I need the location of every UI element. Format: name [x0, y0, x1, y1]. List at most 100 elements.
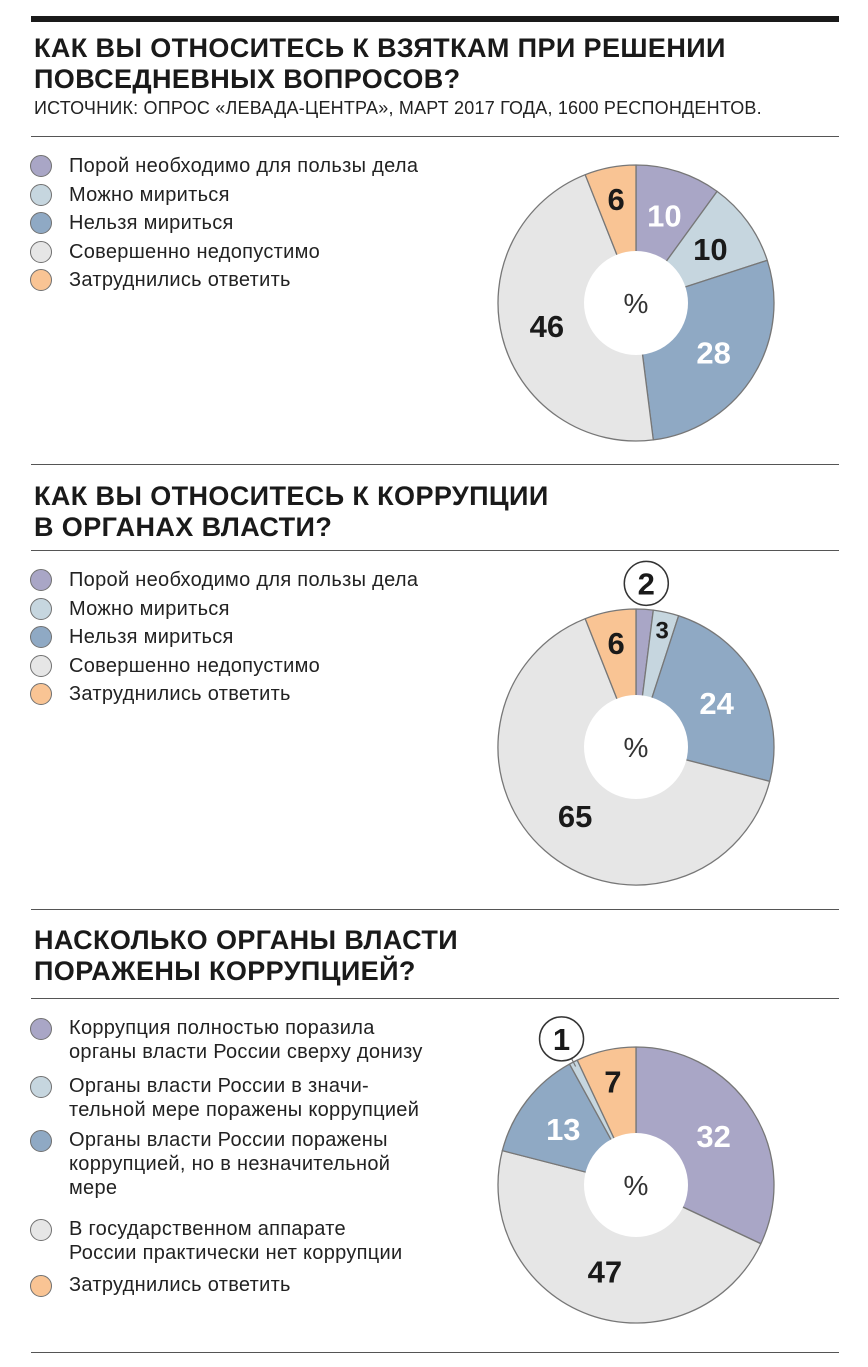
legend-swatch [30, 1275, 52, 1297]
legend-q1: Порой необходимо для пользы дела Можно м… [30, 152, 480, 295]
callout-circle [623, 560, 670, 607]
pie-chart-bribes: % 10 10 28 46 6 [497, 164, 775, 442]
legend-item: Порой необходимо для пользы дела [30, 152, 480, 181]
q3-title: НАСКОЛЬКО ОРГАНЫ ВЛАСТИ ПОРАЖЕНЫ КОРРУПЦ… [34, 925, 834, 987]
legend-label: Можно мириться [69, 597, 230, 620]
q1-title-line1: КАК ВЫ ОТНОСИТЕСЬ К ВЗЯТКАМ ПРИ РЕШЕНИИ [34, 33, 726, 63]
pie-chart-corruption-attitude: % 23 24 65 6 [497, 560, 775, 886]
legend-item: В государственном аппарате России практич… [30, 1217, 480, 1273]
pie-center-hole [584, 251, 688, 355]
pie-slice [497, 174, 654, 442]
legend-item: Органы власти России в значи-тельной мер… [30, 1074, 480, 1130]
legend-label: Порой необходимо для пользы дела [69, 155, 419, 177]
legend-swatch [30, 155, 52, 177]
legend-label-line: В государственном аппарате [69, 1218, 346, 1240]
legend-item: Порой необходимо для пользы дела [30, 566, 480, 595]
legend-label: Нельзя мириться [69, 626, 234, 649]
pie-value-label: 7 [604, 1065, 621, 1100]
legend-item: Совершенно недопустимо [30, 652, 480, 681]
legend-label: Совершенно недопустимо [69, 654, 321, 677]
pie-center-label: % [624, 732, 649, 763]
pie-value-label: 24 [699, 686, 734, 721]
legend-label-line: Органы власти России в значи- [69, 1075, 369, 1097]
legend-label: Порой необходимо для пользы дела [69, 569, 419, 591]
legend-swatch [30, 626, 52, 649]
q2-title-line2: В ОРГАНАХ ВЛАСТИ? [34, 512, 333, 542]
pie-value-label: 13 [546, 1112, 580, 1147]
pie-value-label: 6 [608, 626, 625, 661]
q1-title-line2: ПОВСЕДНЕВНЫХ ВОПРОСОВ? [34, 64, 461, 94]
source-note: ИСТОЧНИК: ОПРОС «ЛЕВАДА-ЦЕНТРА», МАРТ 20… [34, 98, 762, 118]
pie-center-hole [584, 695, 688, 799]
divider [31, 1352, 839, 1353]
legend-label: Затруднились ответить [69, 269, 291, 292]
pie-value-label: 28 [696, 335, 730, 370]
legend-swatch [30, 569, 52, 591]
q2-title: КАК ВЫ ОТНОСИТЕСЬ К КОРРУПЦИИ В ОРГАНАХ … [34, 481, 834, 543]
divider [31, 998, 839, 999]
legend-item: Совершенно недопустимо [30, 238, 480, 267]
legend-item: Можно мириться [30, 181, 480, 210]
pie-slice [497, 1150, 762, 1324]
legend-item: Затруднились ответить [30, 1273, 480, 1297]
pie-center-label: % [624, 288, 649, 319]
legend-q3: Коррупция полностью поразила органы власт… [30, 1016, 480, 1297]
legend-label: Нельзя мириться [69, 212, 234, 235]
pie-value-label: 10 [647, 199, 681, 234]
legend-label-line: Коррупция полностью поразила [69, 1017, 375, 1039]
legend-item: Затруднились ответить [30, 680, 480, 709]
legend-swatch [30, 654, 52, 677]
pie-value-label: 32 [696, 1119, 730, 1154]
legend-label: Затруднились ответить [69, 683, 291, 706]
legend-swatch [30, 1130, 52, 1152]
q2-title-line1: КАК ВЫ ОТНОСИТЕСЬ К КОРРУПЦИИ [34, 481, 549, 511]
legend-item: Нельзя мириться [30, 209, 480, 238]
pie-value-label: 47 [588, 1255, 622, 1290]
legend-q2: Порой необходимо для пользы дела Можно м… [30, 566, 480, 709]
pie-value-label: 1 [553, 1022, 570, 1057]
divider [31, 550, 839, 551]
legend-label-line: Затруднились ответить [69, 1274, 291, 1296]
q3-title-line1: НАСКОЛЬКО ОРГАНЫ ВЛАСТИ [34, 925, 459, 955]
callout-circle [538, 1016, 585, 1062]
legend-swatch [30, 240, 52, 263]
legend-label: Совершенно недопустимо [69, 240, 321, 263]
q1-title: КАК ВЫ ОТНОСИТЕСЬ К ВЗЯТКАМ ПРИ РЕШЕНИИ … [34, 33, 834, 95]
pie-callout: 1 [538, 1016, 585, 1067]
pie-value-label: 2 [638, 566, 655, 601]
legend-swatch [30, 212, 52, 235]
legend-label-line: Органы власти России поражены [69, 1129, 388, 1151]
legend-label-line: России практически нет коррупции [69, 1242, 403, 1264]
divider [31, 464, 839, 465]
legend-swatch [30, 183, 52, 206]
legend-swatch [30, 597, 52, 620]
pie-value-label: 46 [530, 309, 564, 344]
pie-value-label: 3 [655, 618, 668, 645]
legend-item: Коррупция полностью поразила органы власт… [30, 1016, 480, 1074]
pie-value-label: 6 [608, 182, 625, 217]
divider [31, 136, 839, 137]
q3-title-line2: ПОРАЖЕНЫ КОРРУПЦИЕЙ? [34, 956, 416, 986]
legend-swatch [30, 269, 52, 292]
pie-chart-corruption-extent: % 32 47 13 17 [497, 1016, 775, 1324]
legend-label-line: тельной мере поражены коррупцией [69, 1099, 420, 1121]
legend-label: Можно мириться [69, 183, 230, 206]
pie-value-label: 10 [693, 232, 727, 267]
legend-swatch [30, 1018, 52, 1040]
divider [31, 909, 839, 910]
legend-swatch [30, 683, 52, 706]
legend-label-line: коррупцией, но в незначительной [69, 1153, 391, 1175]
legend-item: Затруднились ответить [30, 266, 480, 295]
legend-item: Органы власти России поражены коррупцией,… [30, 1128, 480, 1217]
top-rule [31, 16, 839, 22]
pie-center-label: % [624, 1170, 649, 1201]
pie-callout: 2 [623, 560, 670, 607]
legend-label-line: мере [69, 1177, 118, 1199]
legend-item: Нельзя мириться [30, 623, 480, 652]
legend-swatch [30, 1076, 52, 1098]
legend-item: Можно мириться [30, 595, 480, 624]
legend-label-line: органы власти России сверху донизу [69, 1041, 423, 1063]
pie-value-label: 65 [558, 799, 592, 834]
legend-swatch [30, 1219, 52, 1241]
pie-center-hole [584, 1133, 688, 1237]
